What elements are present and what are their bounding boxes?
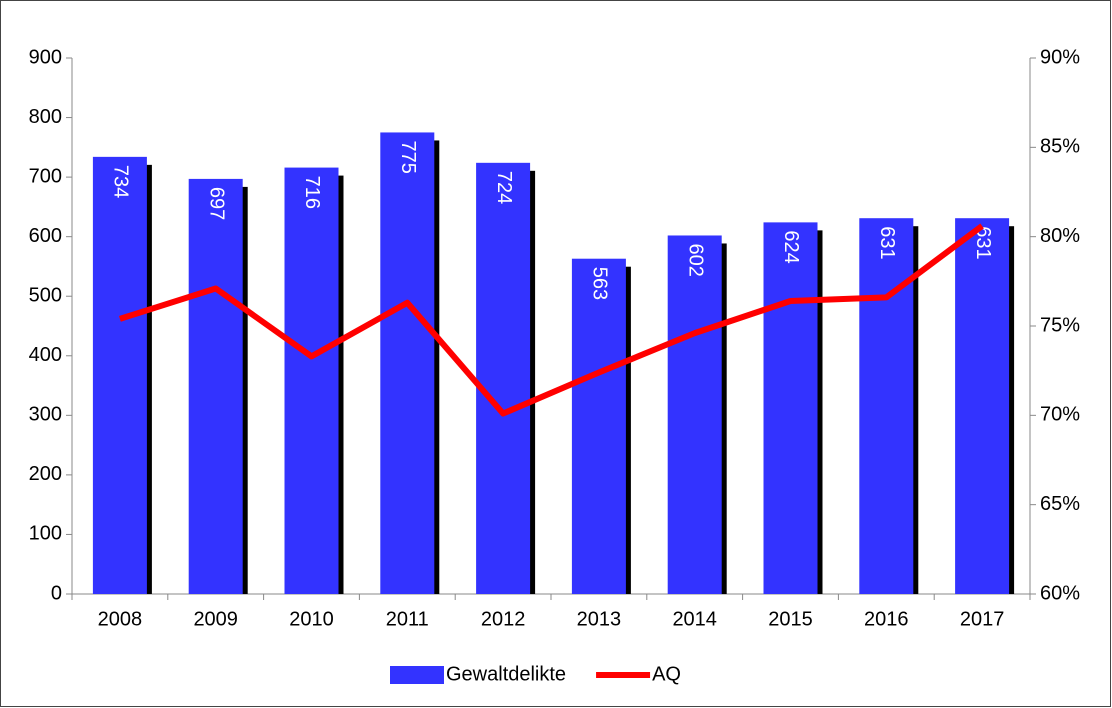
x-tick-label: 2017	[960, 608, 1005, 630]
y2-tick-label: 90%	[1040, 46, 1080, 68]
bar	[763, 222, 818, 594]
x-tick-label: 2010	[289, 608, 334, 630]
data-label: 602	[684, 243, 706, 276]
data-label: 563	[589, 267, 611, 300]
y2-tick-label: 80%	[1040, 225, 1080, 247]
x-tick-label: 2008	[98, 608, 143, 630]
y-tick-label: 800	[29, 106, 62, 128]
data-label: 775	[397, 140, 419, 173]
y2-tick-label: 75%	[1040, 314, 1080, 336]
bar	[476, 162, 531, 594]
bar	[859, 218, 914, 594]
y2-tick-label: 60%	[1040, 582, 1080, 604]
y-tick-label: 300	[29, 404, 62, 426]
bar	[188, 178, 243, 595]
y-tick-label: 500	[29, 285, 62, 307]
x-tick-label: 2011	[386, 608, 429, 630]
y2-tick-label: 65%	[1040, 493, 1080, 515]
legend-label: AQ	[652, 663, 681, 685]
x-tick-label: 2009	[193, 608, 238, 630]
x-tick-label: 2012	[481, 608, 526, 630]
bar	[955, 218, 1010, 594]
y-tick-label: 400	[29, 344, 62, 366]
x-tick-label: 2016	[864, 608, 909, 630]
x-tick-label: 2013	[577, 608, 622, 630]
data-label: 724	[493, 171, 515, 204]
bar	[380, 132, 435, 594]
y-tick-label: 700	[29, 165, 62, 187]
x-tick-label: 2014	[672, 608, 717, 630]
bar	[571, 258, 626, 594]
legend-swatch	[390, 666, 444, 684]
data-label: 716	[301, 176, 323, 209]
data-label: 697	[205, 187, 227, 220]
data-label: 624	[780, 230, 802, 263]
y2-tick-label: 85%	[1040, 136, 1080, 158]
legend-label: Gewaltdelikte	[446, 663, 566, 685]
bar	[92, 156, 147, 594]
line	[118, 223, 984, 417]
y-tick-label: 100	[29, 523, 62, 545]
data-label: 734	[110, 165, 132, 198]
y-tick-label: 600	[29, 225, 62, 247]
data-label: 631	[876, 226, 898, 259]
y-tick-label: 200	[29, 463, 62, 485]
y-tick-label: 900	[29, 46, 62, 68]
data-label: 631	[972, 226, 994, 259]
y-tick-label: 0	[51, 582, 62, 604]
bar	[667, 235, 722, 594]
x-tick-label: 2015	[768, 608, 813, 630]
bar	[284, 167, 339, 595]
y2-tick-label: 70%	[1040, 404, 1080, 426]
